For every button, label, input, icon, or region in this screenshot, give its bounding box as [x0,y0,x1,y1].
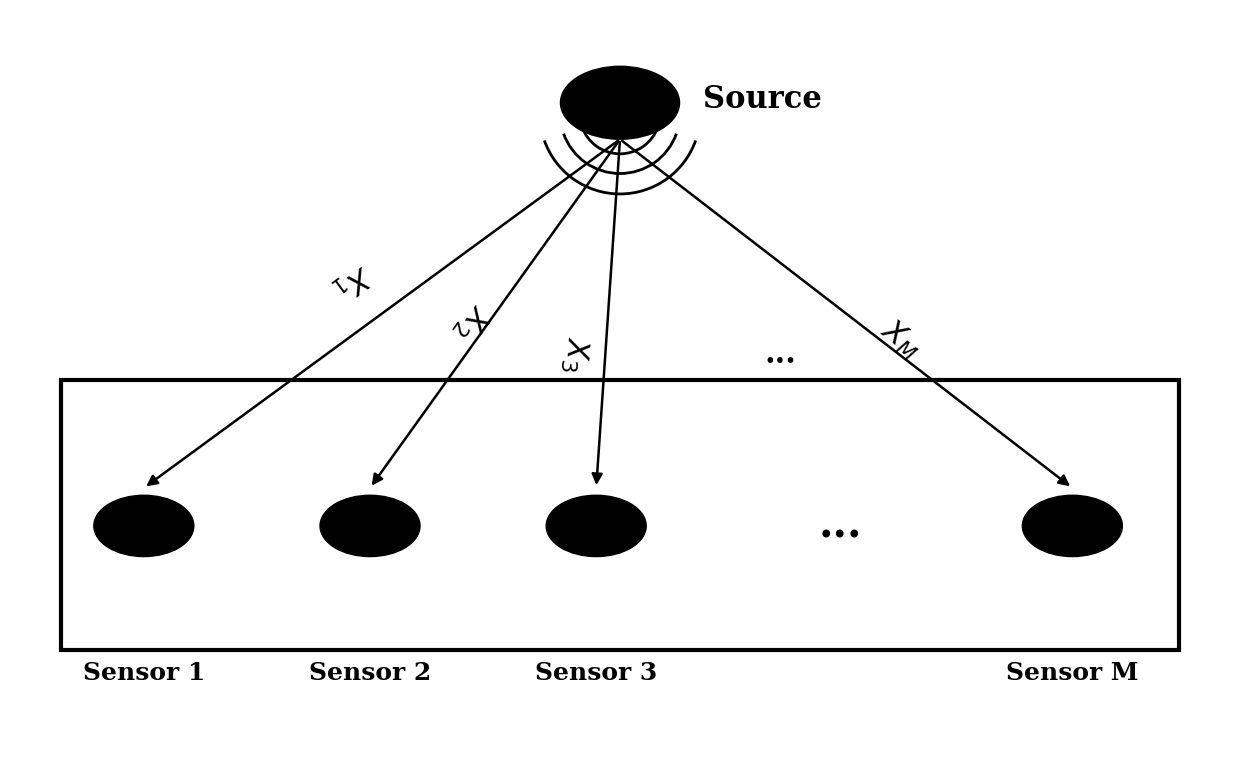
Text: $X_2$: $X_2$ [448,298,495,345]
Text: Sensor 1: Sensor 1 [83,661,205,685]
Circle shape [1022,496,1122,556]
Text: $X_1$: $X_1$ [329,258,376,305]
Text: $X_3$: $X_3$ [558,335,591,373]
Bar [61,380,1179,650]
Circle shape [546,496,646,556]
Text: Source: Source [703,84,822,115]
Text: ...: ... [818,505,862,547]
Text: ...: ... [765,339,796,370]
Text: Sensor 3: Sensor 3 [536,661,657,685]
Circle shape [320,496,420,556]
Circle shape [560,66,680,139]
Text: Sensor 2: Sensor 2 [309,661,432,685]
Text: $X_M$: $X_M$ [874,315,926,365]
Text: Sensor M: Sensor M [1006,661,1138,685]
Circle shape [94,496,193,556]
